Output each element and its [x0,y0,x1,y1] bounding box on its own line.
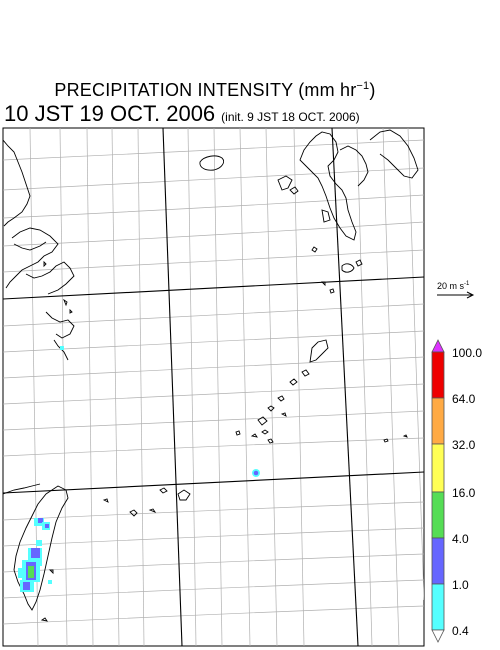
legend-level-1: 1.0 [452,578,469,592]
legend-level-32: 32.0 [452,438,476,452]
valid-time: 10 JST 19 OCT. 2006 (init. 9 JST 18 OCT. … [4,101,360,126]
legend-level-4: 4.0 [452,532,469,546]
legend-level-0-4: 0.4 [452,624,469,638]
wind-vector-arrow [437,291,475,299]
legend-level-64: 64.0 [452,392,476,406]
map-title: PRECIPITATION INTENSITY (mm hr−1) [54,80,376,100]
coastlines [3,129,419,622]
legend-level-16: 16.0 [452,486,476,500]
wind-vector-label: 20 m s-1 [437,281,470,291]
precipitation-cells [18,346,260,592]
color-legend [431,339,445,643]
init-time: (init. 9 JST 18 OCT. 2006) [221,110,360,124]
major-graticule [3,128,424,646]
legend-level-100: 100.0 [452,346,483,360]
